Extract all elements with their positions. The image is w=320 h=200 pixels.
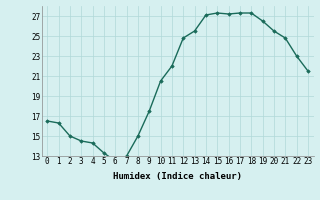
X-axis label: Humidex (Indice chaleur): Humidex (Indice chaleur) — [113, 172, 242, 181]
